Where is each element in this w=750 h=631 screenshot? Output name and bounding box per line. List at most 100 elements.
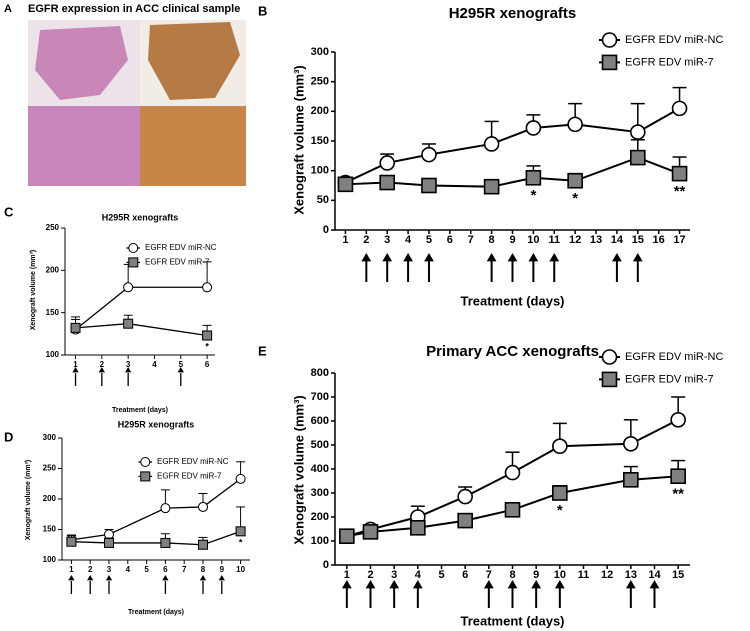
- data-point: [197, 539, 209, 550]
- arrow-head: [549, 253, 560, 262]
- x-tick-label: 6: [462, 569, 468, 581]
- y-axis-label: Xenograft volume (mm³): [291, 65, 306, 215]
- arrow-head: [528, 253, 539, 262]
- x-tick-label: 6: [205, 360, 210, 369]
- panel-label: E: [258, 343, 267, 358]
- legend-label: EGFR EDV miR-NC: [157, 457, 229, 466]
- x-tick-label: 13: [625, 569, 637, 581]
- x-tick-label: 5: [144, 565, 149, 574]
- legend-marker: [601, 371, 618, 388]
- arrow-head: [649, 580, 660, 589]
- y-axis-label: Xenograft volume (mm³): [30, 250, 37, 331]
- x-axis-label: Treatment (days): [112, 407, 168, 414]
- legend-label: EGFR EDV miR-NC: [625, 351, 723, 363]
- x-tick-label: 5: [438, 569, 444, 581]
- legend-marker: [128, 242, 139, 254]
- arrow-head: [389, 580, 400, 589]
- data-point: [552, 438, 568, 455]
- significance-mark: *: [572, 190, 578, 207]
- x-tick-label: 2: [88, 565, 93, 574]
- arrow-head: [361, 253, 372, 262]
- y-tick-label: 100: [43, 555, 57, 564]
- treatment-arrow: [507, 580, 518, 608]
- arrow-head: [531, 580, 542, 589]
- data-point: [671, 165, 688, 182]
- treatment-arrow: [612, 253, 622, 282]
- data-point: [457, 512, 473, 529]
- y-tick-label: 250: [46, 223, 60, 232]
- data-point: [235, 526, 246, 537]
- data-point: [362, 524, 379, 540]
- data-point: [421, 146, 437, 163]
- x-tick-label: 4: [152, 360, 157, 369]
- data-point: [103, 529, 115, 540]
- treatment-arrow: [486, 253, 497, 282]
- treatment-arrow: [87, 575, 94, 594]
- panel-label: B: [258, 3, 267, 18]
- x-tick-label: 2: [367, 569, 373, 581]
- legend-label: EGFR EDV miR-7: [145, 258, 210, 267]
- legend-label: EGFR EDV miR-7: [157, 472, 222, 481]
- y-tick-label: 300: [311, 46, 329, 58]
- data-point: [629, 149, 646, 166]
- data-point: [339, 528, 355, 545]
- significance-mark: *: [205, 342, 209, 352]
- y-tick-label: 200: [311, 105, 329, 117]
- arrow-head: [507, 253, 518, 262]
- data-point: [504, 464, 521, 481]
- y-tick-label: 200: [311, 511, 329, 523]
- treatment-arrow: [361, 253, 372, 282]
- data-point: [410, 519, 426, 536]
- y-tick-label: 100: [311, 165, 329, 177]
- arrow-head: [365, 580, 376, 589]
- x-tick-label: 10: [527, 234, 539, 246]
- data-point: [671, 100, 688, 117]
- x-tick-label: 11: [578, 569, 590, 581]
- y-tick-label: 0: [323, 224, 329, 236]
- series-line: [71, 530, 241, 546]
- data-point: [123, 282, 134, 293]
- x-tick-label: 5: [426, 234, 432, 246]
- data-point: [123, 318, 134, 329]
- x-tick-label: 8: [489, 234, 495, 246]
- data-point: [670, 468, 686, 485]
- legend-marker: [128, 257, 139, 268]
- arrow-head: [177, 367, 184, 373]
- data-point: [160, 503, 171, 514]
- data-point: [670, 411, 686, 428]
- treatment-arrow: [341, 580, 352, 608]
- chart-title: Primary ACC xenografts: [426, 343, 599, 360]
- treatment-arrow: [105, 575, 113, 594]
- y-tick-label: 300: [311, 487, 329, 499]
- legend-label: EGFR EDV miR-7: [625, 373, 714, 385]
- treatment-arrow: [162, 575, 169, 594]
- chart-title: H295R xenografts: [118, 419, 195, 429]
- x-tick-label: 1: [73, 360, 78, 369]
- treatment-arrow: [632, 253, 643, 282]
- y-tick-label: 700: [311, 391, 329, 403]
- tissue: [35, 26, 128, 100]
- arrow-head: [612, 253, 622, 262]
- tissue: [148, 22, 240, 100]
- significance-mark: *: [239, 537, 243, 547]
- x-tick-label: 5: [179, 360, 184, 369]
- data-point: [421, 177, 437, 194]
- treatment-arrow: [483, 580, 494, 608]
- treatment-arrow: [177, 367, 184, 386]
- data-point: [567, 116, 583, 133]
- x-tick-label: 1: [342, 234, 348, 246]
- treatment-arrow: [507, 253, 518, 282]
- arrow-head: [507, 580, 518, 589]
- x-tick-label: 10: [554, 569, 566, 581]
- series-line: [71, 478, 241, 541]
- data-point: [623, 435, 639, 452]
- y-tick-label: 200: [46, 265, 60, 274]
- x-tick-label: 14: [648, 569, 661, 581]
- data-point: [235, 473, 246, 484]
- x-tick-label: 7: [182, 565, 187, 574]
- data-point: [202, 330, 213, 341]
- x-axis-label: Treatment (days): [460, 293, 564, 308]
- data-point: [552, 485, 568, 501]
- x-tick-label: 9: [220, 565, 225, 574]
- treatment-arrow: [554, 580, 565, 608]
